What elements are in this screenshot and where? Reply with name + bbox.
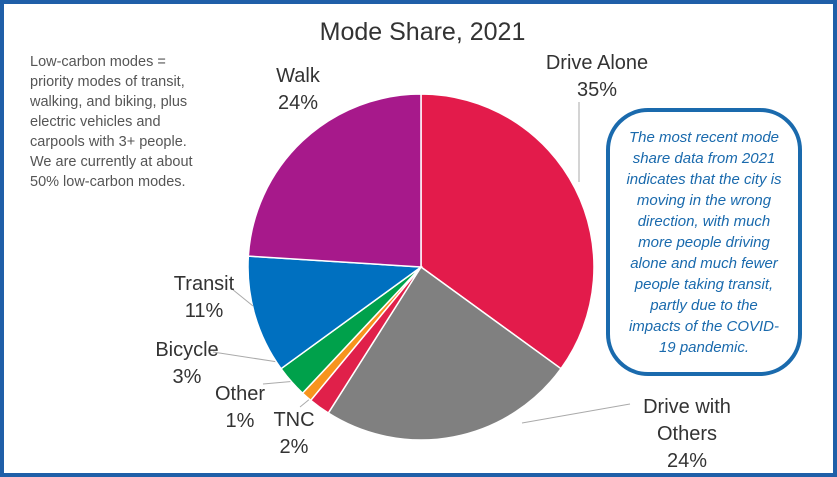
- pie-slice: [247, 93, 422, 268]
- value-label: 24%: [666, 450, 708, 472]
- category-label: Drive Alone: [545, 52, 649, 74]
- leader-line: [231, 288, 254, 307]
- pie-slice: [327, 265, 563, 441]
- chart-title: Mode Share, 2021: [319, 18, 526, 46]
- value-label: 2%: [279, 436, 309, 458]
- category-label: Other: [214, 383, 266, 405]
- category-label: Transit: [173, 273, 235, 295]
- slice-label: Bicycle 3%: [155, 337, 218, 391]
- leader-line: [521, 403, 631, 424]
- slice-label: Drive with Others 24%: [627, 394, 747, 473]
- category-label: Bicycle: [155, 339, 219, 361]
- category-label: Drive with Others: [643, 396, 731, 445]
- slice-label: TNC 2%: [273, 407, 314, 461]
- slice-label: Other 1%: [215, 381, 265, 435]
- pie-slice: [420, 93, 595, 370]
- pie-slice: [247, 255, 424, 370]
- category-label: Walk: [276, 65, 320, 87]
- value-label: 3%: [172, 366, 202, 388]
- value-label: 11%: [184, 300, 224, 322]
- value-label: 35%: [576, 79, 618, 101]
- category-label: TNC: [273, 409, 315, 431]
- callout-box: The most recent mode share data from 202…: [606, 108, 802, 376]
- leader-line: [212, 351, 279, 363]
- value-label: 1%: [225, 410, 255, 432]
- callout-text: The most recent mode share data from 202…: [626, 128, 782, 356]
- note: Low-carbon modes = priority modes of tra…: [30, 54, 193, 190]
- slice-label: Walk 24%: [276, 63, 320, 117]
- slice-label: Drive Alone 35%: [546, 50, 648, 104]
- value-label: 24%: [277, 92, 319, 114]
- slice-label: Transit 11%: [174, 271, 234, 325]
